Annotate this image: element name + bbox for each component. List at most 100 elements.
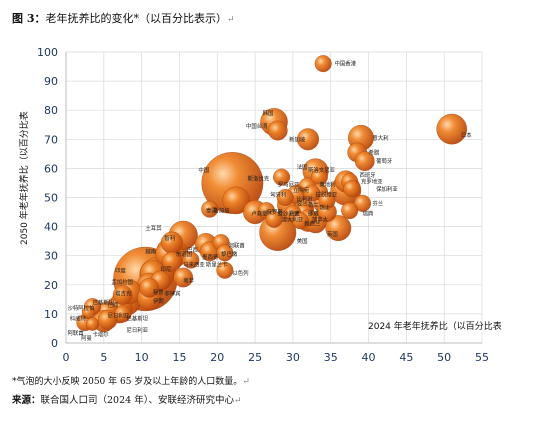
- bubble: [222, 186, 250, 215]
- y-tick-label: 100: [37, 46, 58, 59]
- source-line: 来源：联合国人口司（2024 年）、安联经济研究中心↵: [12, 392, 242, 406]
- bubble: [341, 202, 359, 220]
- bubble-label: 芬兰: [372, 199, 383, 207]
- bubble-label: 新加坡: [213, 207, 230, 215]
- bubble-label: 越南: [145, 247, 156, 255]
- x-tick-label: 50: [437, 351, 451, 364]
- bubble: [182, 251, 200, 269]
- bubble-label: 西班牙: [359, 171, 376, 179]
- bubble-label: 荷兰: [308, 201, 319, 209]
- bubble-label: 日本: [461, 131, 472, 139]
- axes: [65, 52, 482, 344]
- x-tick-label: 15: [172, 351, 186, 364]
- bubble-label: 中国: [198, 166, 209, 174]
- bubble-label: 巴基斯坦: [127, 314, 149, 322]
- bubble-label: 卢森堡: [251, 210, 268, 218]
- bubble: [114, 305, 132, 323]
- bubble-label: 美国: [297, 237, 308, 245]
- bubble-label: 斯洛伐克: [248, 175, 270, 183]
- x-tick-label: 10: [135, 351, 149, 364]
- y-tick-label: 80: [44, 104, 58, 117]
- y-tick-label: 40: [44, 221, 58, 234]
- bubble: [314, 55, 332, 73]
- bubble-label: 阿联酋: [229, 242, 246, 250]
- bubble: [160, 231, 183, 254]
- source-label: 来源：: [12, 395, 41, 406]
- bubble-label: 马来西亚: [183, 260, 205, 268]
- y-tick-label: 90: [44, 75, 58, 88]
- bubble-label: 土耳其: [145, 224, 162, 232]
- figure-title-text: 老年抚养比的变化*（以百分比表示）: [45, 12, 227, 25]
- bubble-label: 智利: [164, 234, 175, 242]
- y-tick-label: 0: [51, 337, 58, 350]
- bubble-label: 黎巴嫩: [221, 250, 238, 258]
- bubble-label: 南非: [183, 276, 194, 284]
- bubble-label: 尼日利亚: [127, 326, 149, 334]
- bubble: [201, 200, 219, 218]
- bubble: [343, 180, 361, 198]
- bubble-label: 韩国: [263, 109, 274, 117]
- x-tick-label: 25: [248, 351, 262, 364]
- bubble-labels: 中国香港日本意大利希腊葡萄牙西班牙克罗地亚保加利亚芬兰瑞典韩国中国台湾新加坡中国…: [68, 60, 473, 342]
- bubble-label: 罗马尼亚: [278, 180, 300, 188]
- bubble-label: 科威特: [70, 314, 87, 322]
- bubble-series: [76, 55, 468, 333]
- bubble-label: 沙特阿拉伯: [68, 304, 95, 312]
- bubble-label: 斯里兰卡: [206, 260, 228, 268]
- bubble-label: 巴西: [108, 302, 119, 309]
- bubble: [354, 194, 371, 212]
- bubble-label: 俄罗斯: [266, 208, 283, 216]
- bubble-chart: 中国香港日本意大利希腊葡萄牙西班牙克罗地亚保加利亚芬兰瑞典韩国中国台湾新加坡中国…: [18, 46, 502, 364]
- bubble-label: 墨西哥: [202, 254, 219, 261]
- x-tick-label: 40: [362, 351, 376, 364]
- bubble: [85, 317, 100, 331]
- bubble: [112, 285, 133, 305]
- x-axis-label: 2024 年老年抚养比（以百分比表: [368, 320, 502, 332]
- bubble-label: 阿联酋: [68, 329, 85, 337]
- bubble-label: 比利时: [297, 195, 314, 203]
- bubble-label: 澳大利亚: [282, 215, 304, 223]
- bubble-label: 尼日利亚: [108, 311, 130, 319]
- bubble-label: 巴基斯坦: [92, 298, 114, 306]
- bubble-label: 葡萄牙: [376, 157, 393, 165]
- bubble-label: 英国: [327, 230, 338, 238]
- bubble-label: 爱沙尼亚: [278, 210, 300, 218]
- y-tick-label: 50: [44, 192, 58, 205]
- bubble-label: 印度: [115, 266, 126, 274]
- bubble: [216, 244, 234, 262]
- bubble-label: 泰国: [206, 207, 217, 215]
- source-text: 联合国人口司（2024 年）、安联经济研究中心: [40, 395, 234, 406]
- x-tick-label: 0: [63, 351, 70, 364]
- x-tick-label: 30: [286, 351, 300, 364]
- bubble-label: 瑞士: [319, 204, 330, 212]
- bubble-label: 阿曼: [81, 334, 92, 342]
- bubble: [303, 184, 321, 202]
- bubble-label: 斯洛文尼亚: [308, 166, 336, 174]
- footnote-text: *气泡的大小反映 2050 年 65 岁及以上年龄的人口数量。: [12, 377, 243, 387]
- x-tick-label: 5: [100, 351, 107, 364]
- bubble-label: 菲律宾: [164, 290, 181, 298]
- bubble-label: 中国香港: [335, 60, 357, 68]
- bubble-label: 巴西: [187, 247, 198, 254]
- bubble-label: 波兰: [297, 199, 308, 207]
- bubble: [318, 191, 336, 209]
- figure-title: 图 3：老年抚养比的变化*（以百分比表示）↵: [12, 10, 235, 26]
- bubble-label: 新西兰: [304, 220, 321, 228]
- bubble: [162, 251, 182, 272]
- bubble-label: 奥地利: [319, 180, 335, 188]
- bubble-label: 东道国: [176, 250, 192, 258]
- tick-labels: 0 10 20 30 40 50 60 70 80 90 100 0 5 10 15 20 25 30 35 40 45…: [37, 46, 489, 364]
- x-tick-label: 55: [475, 351, 489, 364]
- x-tick-label: 35: [324, 351, 338, 364]
- bubble-label: 加拿大: [312, 215, 329, 223]
- bubble: [173, 267, 194, 288]
- bubble-label: 孟加拉国: [111, 278, 133, 286]
- bubble-label: 匈牙利: [270, 191, 286, 199]
- paragraph-mark-icon: ↵: [233, 396, 242, 406]
- bubble-label: 塔吉克: [115, 290, 132, 298]
- y-tick-label: 20: [44, 279, 58, 292]
- bubble-label: 中国台湾: [246, 122, 268, 130]
- bubble-label: 保加利亚: [376, 185, 398, 193]
- paragraph-mark-icon: ↵: [242, 377, 250, 387]
- bubble-label: 法国: [297, 163, 308, 171]
